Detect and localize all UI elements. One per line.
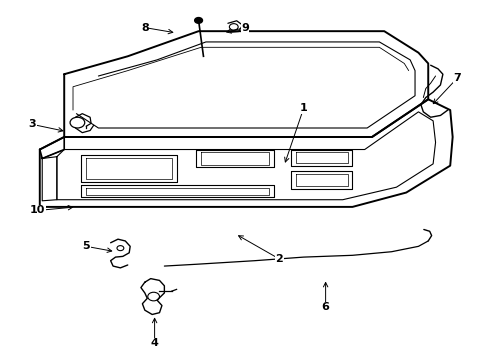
Text: 9: 9 — [241, 23, 249, 33]
Text: 2: 2 — [275, 254, 283, 264]
Text: 4: 4 — [150, 338, 159, 348]
Text: 3: 3 — [28, 120, 36, 129]
Text: 10: 10 — [30, 206, 45, 216]
Text: 5: 5 — [82, 241, 90, 251]
Text: 6: 6 — [321, 302, 330, 312]
Text: 1: 1 — [300, 103, 308, 113]
Text: 8: 8 — [141, 23, 148, 33]
Circle shape — [195, 18, 202, 23]
Text: 7: 7 — [454, 73, 462, 83]
